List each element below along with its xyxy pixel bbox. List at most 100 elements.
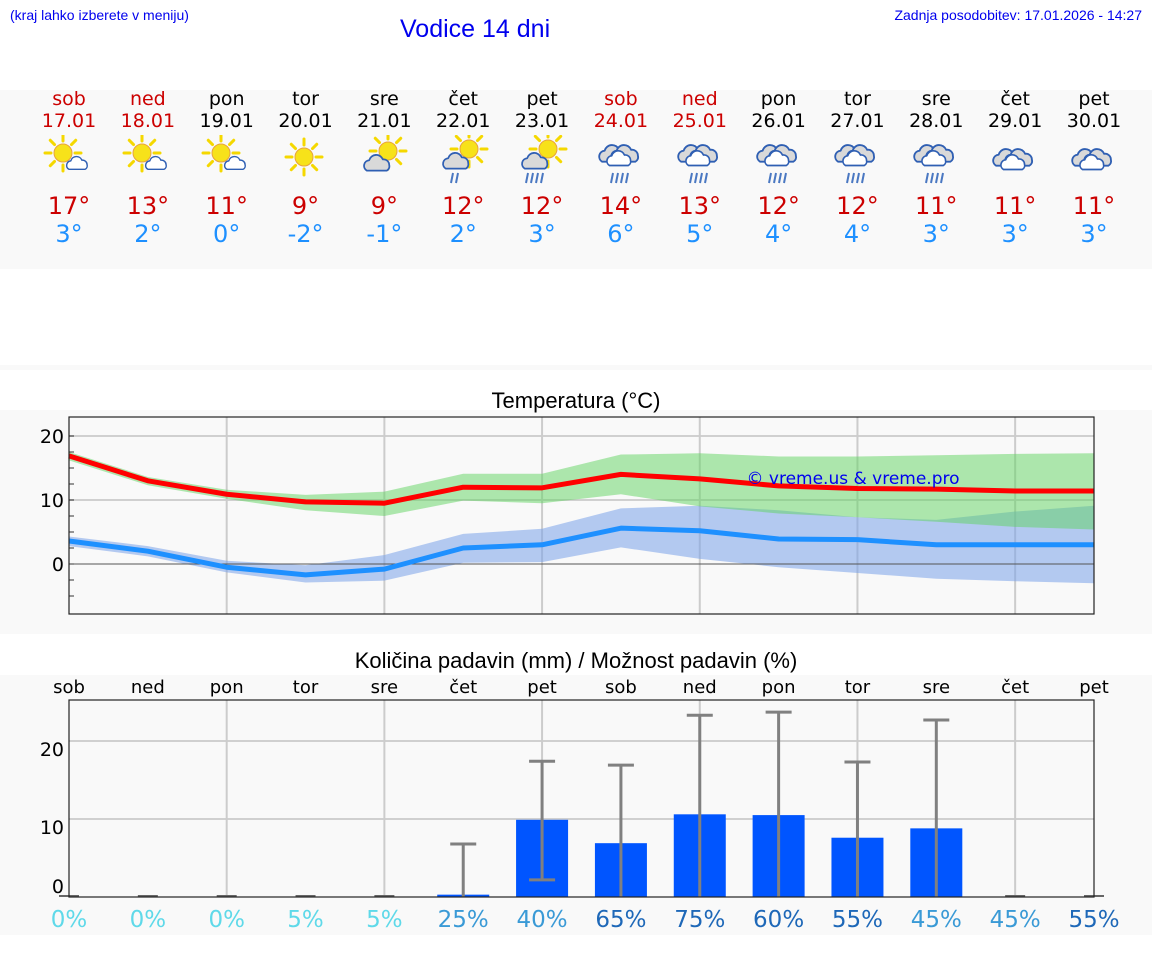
precip-day-label: ned — [131, 677, 165, 698]
sun-cloud-light-rain-icon — [423, 132, 503, 190]
svg-text:20: 20 — [40, 426, 64, 448]
forecast-panel-background — [0, 90, 1152, 269]
forecast-day: sob 24.01 14° 6° — [581, 88, 661, 248]
precip-probability: 45% — [911, 907, 962, 933]
precip-day-label: sob — [605, 677, 637, 698]
svg-text:20: 20 — [40, 739, 64, 761]
page-title: Vodice 14 dni — [400, 15, 551, 43]
day-name: čet — [1000, 88, 1030, 110]
max-temperature: 12° — [757, 192, 800, 220]
max-temperature: 12° — [836, 192, 879, 220]
day-date: 24.01 — [593, 110, 649, 132]
min-temperature: 4° — [843, 220, 872, 248]
svg-text:0: 0 — [52, 876, 64, 898]
day-date: 19.01 — [199, 110, 254, 132]
sun-cloud-icon — [108, 132, 188, 190]
clouds-rain-icon — [896, 132, 976, 190]
forecast-day: sre 28.01 11° 3° — [896, 88, 976, 248]
precip-day-label: čet — [449, 677, 477, 698]
forecast-day: sre 21.01 9° -1° — [344, 88, 424, 248]
temperature-chart-title: Temperatura (°C) — [491, 388, 661, 413]
separator-band — [0, 365, 1152, 370]
max-temperature: 13° — [678, 192, 722, 220]
forecast-day: čet 22.01 12° 2° — [423, 88, 503, 248]
precip-day-label: ned — [683, 677, 717, 698]
max-temperature: 11° — [205, 192, 248, 220]
copyright-watermark: © vreme.us & vreme.pro — [746, 469, 959, 489]
day-name: čet — [448, 88, 479, 110]
precip-day-label: pon — [210, 677, 244, 698]
precip-chart-title: Količina padavin (mm) / Možnost padavin … — [354, 648, 798, 673]
forecast-day: ned 25.01 13° 5° — [660, 88, 740, 248]
min-temperature: 3° — [922, 220, 950, 248]
last-update-timestamp: Zadnja posodobitev: 17.01.2026 - 14:27 — [894, 7, 1142, 23]
min-temperature: 2° — [134, 220, 162, 248]
day-name: sob — [604, 88, 638, 110]
clouds-rain-icon — [739, 132, 819, 190]
max-temperature: 11° — [1072, 192, 1116, 220]
precip-probability: 55% — [1068, 907, 1119, 933]
day-date: 17.01 — [41, 110, 97, 132]
max-temperature: 9° — [370, 192, 399, 220]
max-temperature: 11° — [993, 192, 1037, 220]
min-temperature: 3° — [528, 220, 556, 248]
forecast-day: tor 27.01 12° 4° — [817, 88, 897, 248]
precip-day-label: sre — [371, 677, 398, 698]
forecast-day: pet 23.01 12° 3° — [502, 88, 582, 248]
max-temperature: 17° — [47, 192, 91, 220]
temperature-chart: 0 10 20 © vreme.us & vreme.pro — [40, 416, 1095, 615]
min-temperature: 4° — [764, 220, 793, 248]
precip-probability: 25% — [438, 907, 489, 933]
day-name: tor — [844, 88, 871, 110]
precip-day-label: sob — [53, 677, 85, 698]
day-date: 22.01 — [436, 110, 491, 132]
precip-day-label: sre — [923, 677, 950, 698]
max-temperature: 13° — [126, 192, 170, 220]
day-name: sre — [369, 88, 399, 110]
day-date: 29.01 — [987, 110, 1043, 132]
precip-probability: 45% — [990, 907, 1041, 933]
forecast-day: pon 26.01 12° 4° — [739, 88, 819, 248]
precip-day-label: pon — [762, 677, 796, 698]
day-date: 20.01 — [278, 110, 333, 132]
day-date: 30.01 — [1066, 110, 1122, 132]
sun-cloud-icon — [29, 132, 109, 190]
min-temperature: 3° — [1080, 220, 1108, 248]
precip-day-label: pet — [1079, 677, 1109, 698]
precip-day-label: tor — [845, 677, 871, 698]
clouds-rain-icon — [581, 132, 661, 190]
sun-icon — [266, 132, 346, 190]
day-name: tor — [292, 88, 319, 110]
day-date: 25.01 — [672, 110, 727, 132]
min-temperature: 6° — [607, 220, 635, 248]
forecast-strip: sob 17.01 17° 3° ned 18.01 13° 2° pon 19.01 11° 0° t… — [0, 88, 1152, 268]
clouds-icon — [975, 132, 1055, 190]
svg-text:0: 0 — [52, 554, 64, 576]
clouds-rain-icon — [660, 132, 740, 190]
day-name: pon — [208, 88, 245, 110]
svg-text:10: 10 — [40, 490, 64, 512]
precip-day-label: čet — [1001, 677, 1029, 698]
forecast-day: tor 20.01 9° -2° — [266, 88, 346, 248]
day-date: 18.01 — [120, 110, 176, 132]
clouds-icon — [1054, 132, 1134, 190]
precip-probability: 75% — [674, 907, 725, 933]
min-temperature: -2° — [287, 220, 324, 248]
max-temperature: 9° — [291, 192, 320, 220]
sun-cloud-rain-icon — [502, 132, 582, 190]
clouds-rain-icon — [817, 132, 897, 190]
forecast-day: ned 18.01 13° 2° — [108, 88, 188, 248]
day-date: 26.01 — [751, 110, 806, 132]
min-temperature: 5° — [686, 220, 714, 248]
forecast-day: sob 17.01 17° 3° — [29, 88, 109, 248]
svg-text:10: 10 — [40, 817, 64, 839]
day-name: pon — [760, 88, 797, 110]
sun-cloud-icon — [187, 132, 267, 190]
day-date: 23.01 — [514, 110, 570, 132]
precip-probability: 40% — [517, 907, 568, 933]
precip-probability: 0% — [208, 907, 245, 933]
day-name: ned — [129, 88, 166, 110]
day-date: 28.01 — [909, 110, 964, 132]
precip-probability: 0% — [51, 907, 88, 933]
min-temperature: 3° — [55, 220, 83, 248]
